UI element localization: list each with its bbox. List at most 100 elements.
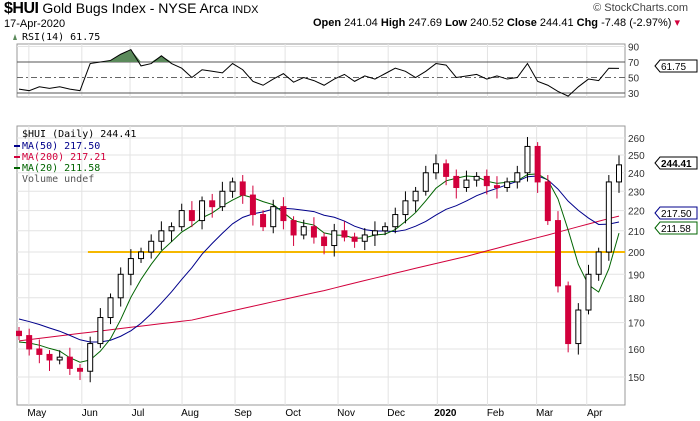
- candle-body: [595, 251, 602, 275]
- candle: [300, 219, 307, 240]
- candle: [270, 199, 277, 234]
- candle: [209, 193, 216, 218]
- candle-body: [270, 206, 277, 228]
- candle-body: [56, 356, 63, 361]
- candle-body: [97, 317, 104, 345]
- candle: [412, 186, 419, 212]
- candle-body: [453, 175, 460, 189]
- rsi-legend: RSI(14) 61.75: [22, 32, 100, 43]
- chart-title: $HUI Gold Bugs Index - NYSE Arca INDX: [4, 0, 259, 19]
- candle-body: [605, 181, 612, 253]
- candle-body: [575, 309, 582, 345]
- candle-body: [148, 240, 155, 253]
- candle-body: [66, 356, 73, 369]
- candle: [188, 201, 195, 228]
- candle-body: [260, 214, 267, 228]
- price-tick-label: 190: [628, 270, 645, 281]
- candle: [605, 175, 612, 261]
- candle: [321, 232, 328, 255]
- high-label: High: [380, 17, 406, 29]
- candle: [290, 216, 297, 246]
- candle: [575, 303, 582, 355]
- candle-body: [382, 226, 389, 232]
- candle-body: [544, 181, 551, 222]
- candle: [473, 172, 480, 187]
- candle: [544, 175, 551, 225]
- index-name: Gold Bugs Index - NYSE Arca: [42, 0, 229, 16]
- flag-ma50: 217.50: [654, 206, 698, 220]
- candle-body: [26, 335, 33, 350]
- x-tick-label: Mar: [536, 408, 554, 419]
- candle-body: [504, 181, 511, 189]
- candle-body: [412, 190, 419, 202]
- candle: [351, 232, 358, 248]
- price-tick-label: 170: [628, 319, 645, 330]
- x-tick-label: Jul: [132, 408, 145, 419]
- price-legend-main: $HUI (Daily) 244.41: [22, 129, 136, 140]
- candle: [117, 267, 124, 307]
- candle: [331, 223, 338, 257]
- candle: [107, 293, 114, 325]
- candle: [463, 170, 470, 192]
- rsi-line: [18, 48, 620, 97]
- candle: [219, 181, 226, 212]
- candle: [280, 197, 287, 230]
- flag-ma20: 211.58: [654, 221, 698, 235]
- candle-body: [16, 330, 22, 337]
- x-tick-label: Aug: [181, 408, 199, 419]
- price-tick-label: 160: [628, 345, 645, 356]
- candle-body: [493, 185, 500, 189]
- candle-body: [331, 230, 338, 247]
- candle: [138, 247, 145, 263]
- x-tick-label: Oct: [285, 408, 301, 419]
- candle-body: [524, 145, 531, 174]
- candle: [514, 165, 521, 189]
- candle-body: [473, 175, 480, 181]
- candle: [616, 155, 622, 193]
- symbol: $HUI: [4, 0, 39, 17]
- candle-body: [77, 367, 84, 372]
- candle: [229, 177, 236, 198]
- flag-ma20-text: 211.58: [661, 224, 691, 235]
- ma20-legend: MA(20) 211.58: [22, 163, 100, 174]
- candle: [534, 142, 541, 193]
- x-tick-label: Feb: [487, 408, 505, 419]
- candle-body: [239, 181, 246, 196]
- rsi-frame: [16, 43, 626, 98]
- candle: [432, 154, 439, 180]
- flag-close-text: 244.41: [661, 159, 692, 170]
- price-panel: [16, 136, 625, 383]
- candle: [371, 221, 378, 246]
- candle: [56, 350, 63, 365]
- candle: [36, 339, 43, 364]
- high-value: 247.69: [408, 17, 443, 29]
- candle-body: [422, 172, 429, 192]
- rsi-overbought-fill: [19, 49, 619, 62]
- candle: [46, 350, 53, 371]
- candle-body: [371, 230, 378, 236]
- candle: [493, 176, 500, 199]
- candle: [97, 308, 104, 348]
- x-tick-label: Dec: [387, 408, 405, 419]
- candle: [199, 196, 206, 230]
- candle-body: [138, 251, 145, 260]
- candle-body: [310, 226, 317, 238]
- x-tick-label: 2020: [434, 408, 457, 419]
- candle-body: [361, 234, 368, 242]
- open-value: 241.04: [344, 17, 378, 29]
- candle-body: [46, 353, 53, 361]
- low-label: Low: [445, 17, 468, 29]
- candle-body: [341, 230, 348, 238]
- price-tick-label: 150: [628, 373, 645, 384]
- price-tick-label: 220: [628, 207, 645, 218]
- x-tick-label: Apr: [587, 408, 603, 419]
- chg-label: Chg: [576, 17, 599, 29]
- rsi-tick-label: 90: [628, 43, 640, 54]
- low-value: 240.52: [470, 17, 504, 29]
- rsi-tick-label: 50: [628, 74, 640, 85]
- price-tick-label: 180: [628, 294, 645, 305]
- open-label: Open: [312, 17, 342, 29]
- candle-body: [585, 273, 592, 311]
